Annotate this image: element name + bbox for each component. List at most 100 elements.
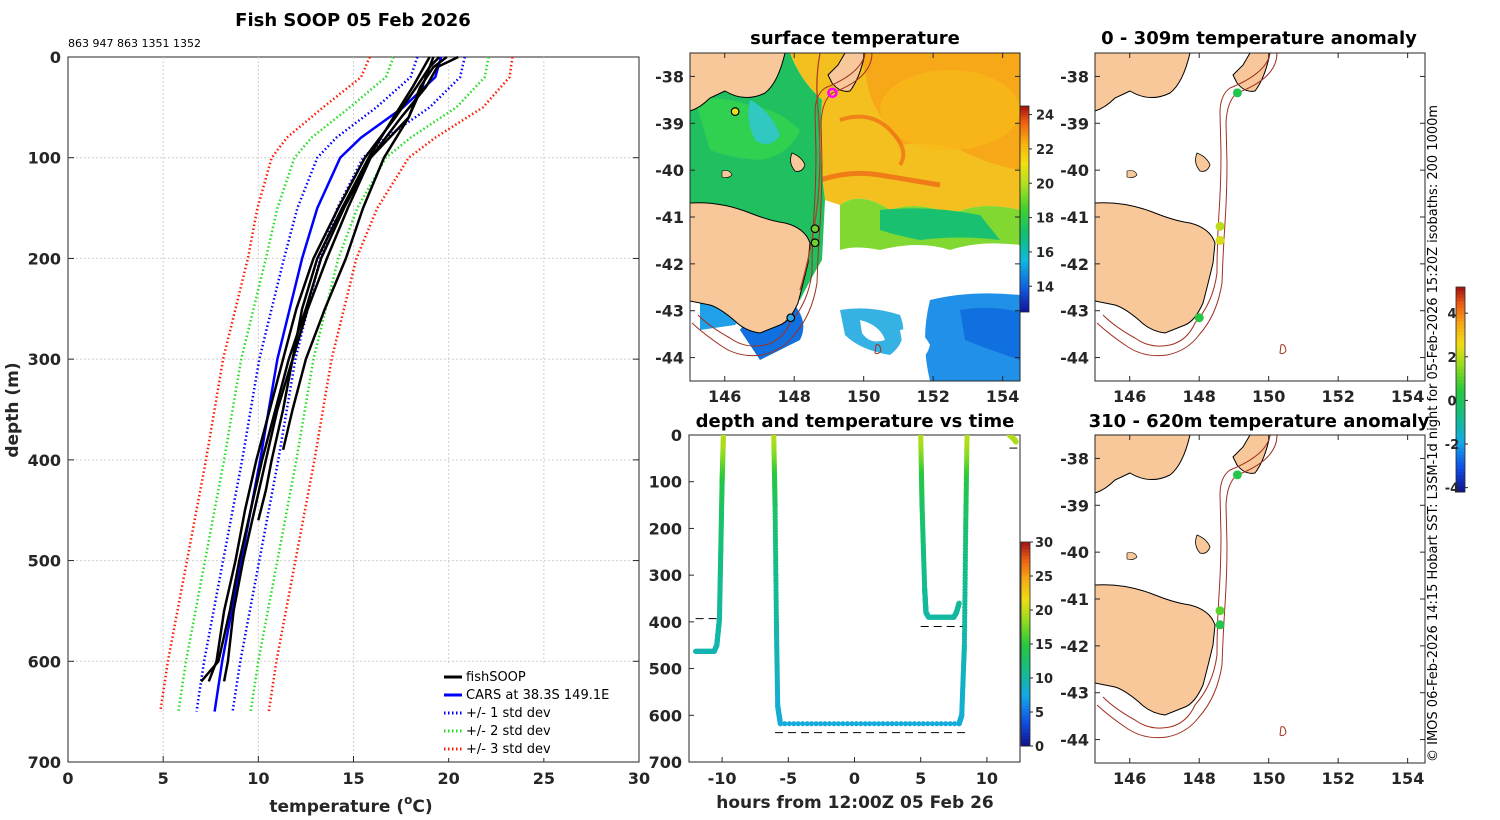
anomaly-colorbar-band — [1456, 468, 1465, 472]
time-colorbar-band — [1021, 708, 1030, 713]
anomaly-colorbar-band — [1456, 365, 1465, 370]
time-track-point — [898, 721, 904, 727]
time-tracks — [693, 435, 1019, 727]
time-colorbar-tick-label: 5 — [1035, 706, 1044, 721]
time-colorbar-band — [1021, 715, 1030, 720]
anom-deep-ytick-label: -41 — [1060, 590, 1089, 609]
anom-deep-xtick-label: 150 — [1252, 769, 1285, 788]
anomaly-colorbar-band — [1456, 396, 1465, 401]
time-track-point — [920, 721, 926, 727]
profile-xtick-label: 25 — [533, 769, 555, 788]
time-track-point — [840, 721, 846, 727]
anom-deep-xtick-label: 148 — [1183, 769, 1216, 788]
time-track-point — [885, 721, 891, 727]
anomaly-colorbar-band — [1456, 454, 1465, 459]
time-ytick-label: 600 — [649, 706, 682, 725]
time-colorbar-band — [1021, 582, 1030, 587]
time-colorbar-band — [1021, 654, 1030, 659]
cars-minus-std2-line — [177, 56, 395, 712]
anomaly-colorbar-band — [1456, 307, 1465, 312]
anomaly-colorbar-band — [1456, 293, 1465, 298]
anom-deep-panel: 310 - 620m temperature anomaly 146 148 150… — [1060, 286, 1468, 788]
time-colorbar-band — [1021, 650, 1030, 655]
anomaly-colorbar-band — [1456, 321, 1465, 326]
footnote: © IMOS 06-Feb-2026 14:15 Hobart SST: L3S… — [1426, 105, 1441, 762]
legend-label-std1: +/- 1 std dev — [466, 706, 551, 721]
anom-shallow-ticks: 146 148 150 152 154 -38 -39 -40 -41 -42 -43 -44 — [1060, 53, 1425, 406]
time-track-point — [947, 721, 953, 727]
anom-deep-ytick-label: -43 — [1060, 684, 1089, 703]
time-colorbar-band — [1021, 562, 1030, 567]
time-colorbar-band — [1021, 732, 1030, 737]
anomaly-colorbar-band — [1456, 317, 1465, 322]
anom-deep-ytick-label: -44 — [1060, 731, 1089, 750]
sst-station-marker — [786, 313, 796, 323]
anomaly-colorbar-band — [1456, 410, 1465, 414]
sst-colorbar-tick-label: 18 — [1036, 212, 1054, 227]
anomaly-colorbar-band — [1456, 420, 1465, 425]
anomaly-colorbar-band — [1456, 369, 1465, 373]
time-colorbar-band — [1021, 739, 1030, 744]
profile-xtick-label: 0 — [62, 769, 73, 788]
anomaly-colorbar-band — [1456, 474, 1465, 479]
time-bottom-depth — [695, 447, 1018, 734]
anom-shallow-point — [1194, 313, 1204, 323]
time-colorbar-band — [1021, 722, 1030, 727]
time-track-point — [1013, 439, 1019, 445]
anom-deep-title: 310 - 620m temperature anomaly — [1089, 411, 1430, 432]
anom-deep-ytick-label: -38 — [1060, 449, 1089, 468]
time-colorbar-band — [1021, 596, 1030, 601]
anomaly-colorbar-band — [1456, 287, 1465, 291]
time-colorbar-band — [1021, 569, 1030, 574]
time-ytick-label: 100 — [649, 473, 682, 492]
time-colorbar-band — [1021, 705, 1030, 710]
time-colorbar-band — [1021, 644, 1030, 648]
profile-ytick-label: 500 — [28, 552, 61, 571]
time-track-point — [867, 721, 873, 727]
profile-title: Fish SOOP 05 Feb 2026 — [235, 10, 471, 31]
time-ytick-label: 0 — [671, 426, 682, 445]
anomaly-colorbar-band — [1456, 355, 1465, 360]
time-ytick-label: 200 — [649, 519, 682, 538]
anomaly-colorbar-band — [1456, 304, 1465, 308]
time-ytick-label: 700 — [649, 753, 682, 772]
cars-minus-std3-line — [159, 56, 371, 712]
anomaly-colorbar-band — [1456, 290, 1465, 295]
anom-deep-point — [1215, 620, 1225, 630]
time-track-point — [871, 721, 877, 727]
profile-xtick-label: 15 — [342, 769, 364, 788]
sst-stations — [730, 87, 838, 323]
time-colorbar-band — [1021, 647, 1030, 652]
anom-shallow-ytick-label: -41 — [1060, 208, 1089, 227]
sst-xtick-label: 150 — [847, 387, 880, 406]
anomaly-colorbar: 4 2 0 -2 -4 — [1445, 286, 1468, 497]
anomaly-colorbar-band — [1456, 328, 1465, 332]
time-colorbar-band — [1021, 701, 1030, 706]
time-colorbar-band — [1021, 691, 1030, 696]
anomaly-colorbar-band — [1456, 341, 1465, 346]
anom-shallow-ytick-label: -40 — [1060, 161, 1089, 180]
time-track-point — [795, 721, 801, 727]
sst-xtick-label: 146 — [708, 387, 741, 406]
anom-shallow-ytick-label: -44 — [1060, 349, 1089, 368]
sst-colorbar-tick-label: 22 — [1036, 143, 1054, 158]
anomaly-colorbar-band — [1456, 437, 1465, 442]
sst-ytick-label: -38 — [655, 67, 684, 86]
time-colorbar-band — [1021, 681, 1030, 686]
time-title: depth and temperature vs time — [696, 411, 1015, 432]
sst-title: surface temperature — [750, 28, 960, 49]
time-track-point — [929, 721, 935, 727]
time-colorbar-band — [1021, 627, 1030, 631]
anomaly-colorbar-band — [1456, 423, 1465, 428]
time-colorbar-band — [1021, 688, 1030, 693]
time-xtick-label: -5 — [779, 769, 797, 788]
time-colorbar-band — [1021, 671, 1030, 676]
time-track-point — [893, 721, 900, 727]
time-track-point — [876, 721, 882, 727]
sst-ytick-label: -41 — [655, 208, 684, 227]
legend-label-fishsoop: fishSOOP — [466, 670, 526, 685]
anom-shallow-xtick-label: 148 — [1183, 387, 1216, 406]
sst-ytick-label: -43 — [655, 302, 684, 321]
anomaly-colorbar-tick-label: 2 — [1447, 351, 1456, 366]
anom-shallow-point — [1232, 88, 1242, 98]
